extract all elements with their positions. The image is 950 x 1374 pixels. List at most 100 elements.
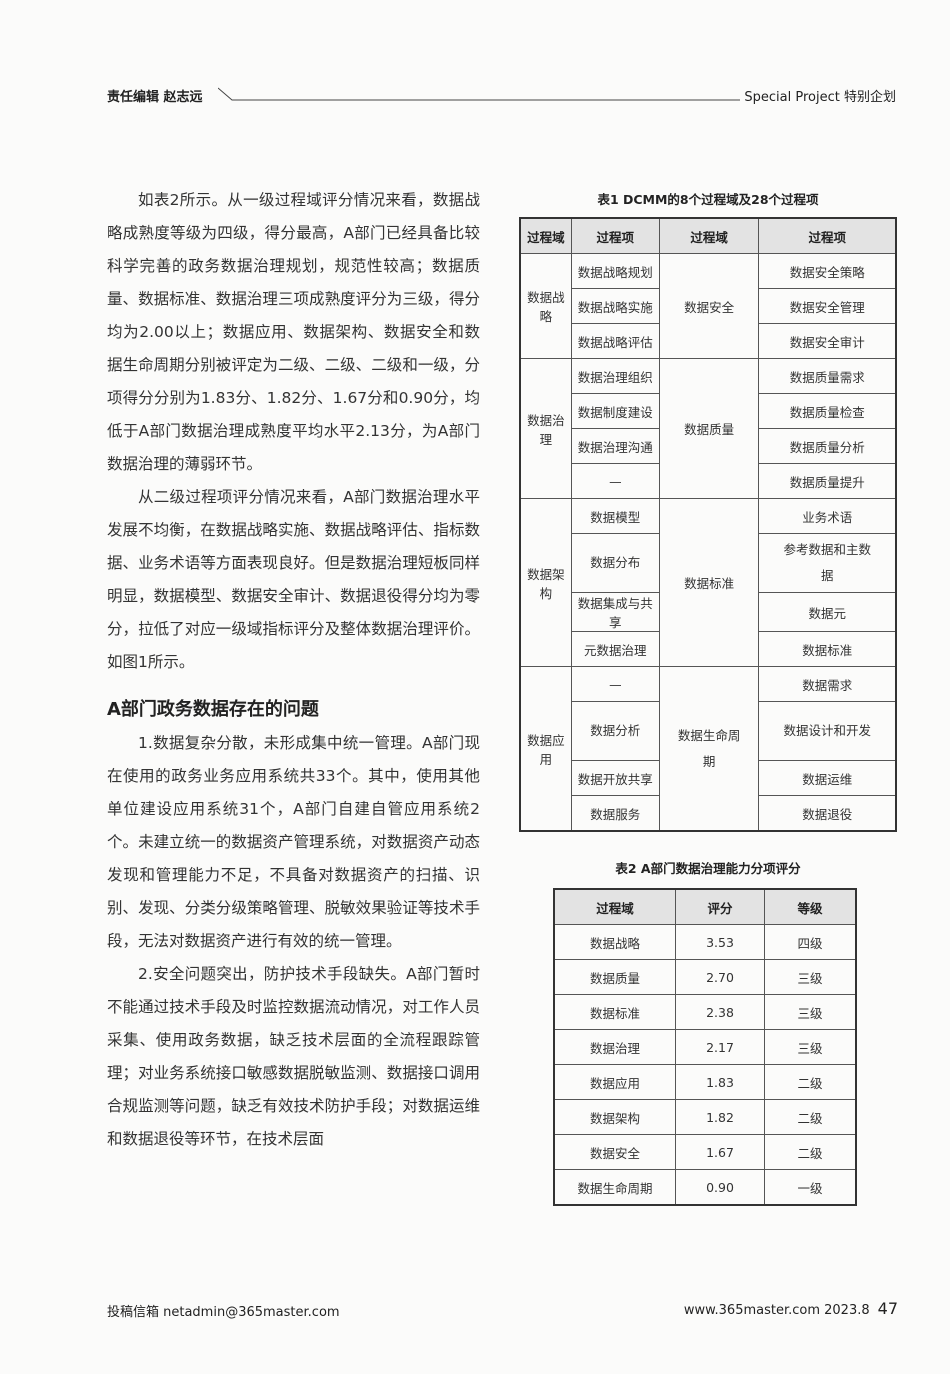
score-cell: 1.82	[675, 1099, 765, 1135]
domain-cell: 数据应用	[553, 1064, 676, 1100]
level-cell: 二级	[764, 1099, 857, 1135]
item-cell: 数据服务	[570, 795, 660, 832]
table-row: 数据生命周期 0.90 一级	[553, 1169, 857, 1206]
level-cell: 三级	[764, 959, 857, 995]
score-cell: 2.70	[675, 959, 765, 995]
table-row: 数据分布 参考数据和主数据	[520, 533, 897, 593]
domain-cell: 数据生命周期	[553, 1169, 676, 1206]
domain-cell: 数据安全	[553, 1134, 676, 1170]
page-number: 47	[877, 1299, 898, 1318]
score-cell: 1.67	[675, 1134, 765, 1170]
item-cell: 数据战略实施	[570, 288, 660, 324]
domain-cell: 数据标准	[658, 498, 760, 667]
item-cell: 数据质量需求	[758, 358, 897, 394]
header-cell: 过程项	[570, 217, 660, 254]
item-cell: 数据质量分析	[758, 428, 897, 464]
item-cell: 数据安全策略	[758, 253, 897, 289]
header-cell: 过程域	[553, 888, 676, 925]
level-cell: 四级	[764, 924, 857, 960]
item-cell: 数据治理组织	[570, 358, 660, 394]
editor-credit: 责任编辑 赵志远	[107, 90, 203, 105]
item-cell: 数据质量检查	[758, 393, 897, 429]
paragraph: 如表2所示。从一级过程域评分情况来看，数据战略成熟度等级为四级，得分最高，A部门…	[107, 191, 480, 473]
level-cell: 二级	[764, 1064, 857, 1100]
table-row: 数据制度建设 数据质量检查	[520, 393, 897, 429]
domain-cell: 数据治理	[553, 1029, 676, 1065]
score-table: 过程域 评分 等级 数据战略 3.53 四级 数据质量 2.70 三级 数据标准 2.38 三级…	[553, 888, 857, 1206]
item-cell: 数据战略规划	[570, 253, 660, 289]
item-cell: 数据战略评估	[570, 323, 660, 359]
item-cell: 数据需求	[758, 666, 897, 702]
table-row: 数据集成与共享 数据元	[520, 592, 897, 632]
item-cell: 数据集成与共享	[570, 592, 660, 632]
table-row: 数据战略 3.53 四级	[553, 924, 857, 960]
domain-cell: 数据安全	[658, 253, 760, 359]
section-heading: A部门政务数据存在的问题	[107, 699, 319, 720]
item-cell: 数据制度建设	[570, 393, 660, 429]
table-row: 数据开放共享 数据运维	[520, 760, 897, 796]
header-cell: 过程域	[519, 217, 572, 254]
footer-info: www.365master.com 2023.8 47	[684, 1299, 898, 1318]
table-row: 元数据治理 数据标准	[520, 631, 897, 667]
item-cell: 数据分析	[570, 701, 660, 761]
domain-cell: 数据架构	[519, 498, 572, 667]
item-cell: —	[570, 463, 660, 499]
item-cell: 数据标准	[758, 631, 897, 667]
domain-cell: 数据战略	[519, 253, 572, 359]
dcmm-process-table: 过程域 过程项 过程域 过程项 数据战略 数据战略规划 数据安全 数据安全策略 数据战略…	[519, 217, 897, 832]
table-row: 数据服务 数据退役	[520, 795, 897, 832]
paragraph: 2.安全问题突出，防护技术手段缺失。A部门暂时不能通过技术手段及时监控数据流动情…	[107, 965, 480, 1148]
domain-cell: 数据架构	[553, 1099, 676, 1135]
item-cell: 数据质量提升	[758, 463, 897, 499]
table-row: 数据战略 数据战略规划 数据安全 数据安全策略	[519, 253, 897, 359]
table-row: 数据质量 2.70 三级	[553, 959, 857, 995]
domain-cell: 数据治理	[519, 358, 572, 499]
table-row: — 数据质量提升	[520, 463, 897, 499]
item-cell: 数据设计和开发	[758, 701, 897, 761]
item-cell: 数据模型	[570, 498, 660, 534]
item-cell: 参考数据和主数据	[758, 533, 897, 593]
item-cell: 元数据治理	[570, 631, 660, 667]
domain-cell: 数据质量	[658, 358, 760, 499]
table-row: 数据战略实施 数据安全管理	[520, 288, 897, 324]
item-cell: —	[570, 666, 660, 702]
header-cell: 评分	[675, 888, 765, 925]
item-cell: 数据运维	[758, 760, 897, 796]
header-cell: 过程项	[758, 217, 897, 254]
table-row: 数据应用 1.83 二级	[553, 1064, 857, 1100]
header-cell: 过程域	[658, 217, 760, 254]
table-row: 数据架构 数据模型 数据标准 业务术语	[519, 498, 897, 667]
item-cell: 数据分布	[570, 533, 660, 593]
paragraph: 从二级过程项评分情况来看，A部门数据治理水平发展不均衡，在数据战略实施、数据战略…	[107, 488, 480, 671]
score-cell: 3.53	[675, 924, 765, 960]
header-cell: 等级	[764, 888, 857, 925]
table-row: 数据应用 — 数据生命周期 数据需求	[519, 666, 897, 832]
paragraph: 1.数据复杂分散，未形成集中统一管理。A部门现在使用的政务业务应用系统共33个。…	[107, 734, 480, 950]
level-cell: 三级	[764, 994, 857, 1030]
site-issue: www.365master.com 2023.8	[683, 1303, 870, 1318]
score-cell: 2.17	[675, 1029, 765, 1065]
score-cell: 2.38	[675, 994, 765, 1030]
score-cell: 0.90	[675, 1169, 765, 1206]
domain-cell: 数据战略	[553, 924, 676, 960]
table-row: 数据架构 1.82 二级	[553, 1099, 857, 1135]
item-cell: 数据开放共享	[570, 760, 660, 796]
table-row: 数据分析 数据设计和开发	[520, 701, 897, 761]
item-cell: 数据退役	[758, 795, 897, 832]
item-cell: 数据治理沟通	[570, 428, 660, 464]
level-cell: 三级	[764, 1029, 857, 1065]
item-cell: 数据元	[758, 592, 897, 632]
section-label: Special Project 特别企划	[740, 86, 896, 105]
submission-email: 投稿信箱 netadmin@365master.com	[107, 1305, 340, 1320]
level-cell: 二级	[764, 1134, 857, 1170]
score-cell: 1.83	[675, 1064, 765, 1100]
item-cell: 业务术语	[758, 498, 897, 534]
domain-cell: 数据质量	[553, 959, 676, 995]
table1-caption: 表1 DCMM的8个过程域及28个过程项	[597, 192, 819, 207]
table-row: 数据安全 1.67 二级	[553, 1134, 857, 1170]
table-row: 数据标准 2.38 三级	[553, 994, 857, 1030]
domain-cell: 数据标准	[553, 994, 676, 1030]
header-rule	[218, 87, 896, 101]
item-cell: 数据安全审计	[758, 323, 897, 359]
level-cell: 一级	[764, 1169, 857, 1206]
